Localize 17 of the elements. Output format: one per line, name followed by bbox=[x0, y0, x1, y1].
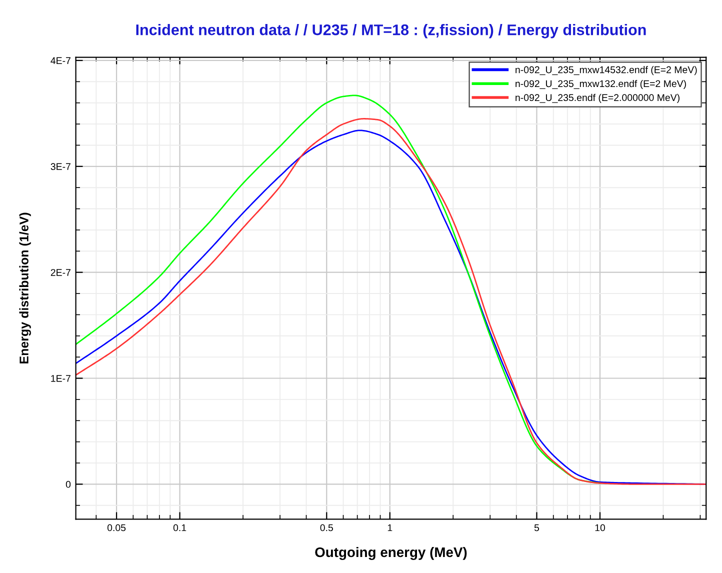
x-tick-label: 10 bbox=[595, 524, 606, 532]
y-axis-title: Energy distribution (1/eV) bbox=[19, 212, 31, 364]
x-axis-title: Outgoing energy (MeV) bbox=[315, 546, 467, 560]
y-tick-label: 0 bbox=[66, 480, 71, 488]
legend-label: n-092_U_235.endf (E=2.000000 MeV) bbox=[516, 94, 680, 103]
y-tick-label: 2E-7 bbox=[50, 269, 70, 276]
x-tick-label: 0.05 bbox=[107, 524, 126, 532]
legend-label: n-092_U_235_mxw132.endf (E=2 MeV) bbox=[516, 80, 686, 90]
chart-title: Incident neutron data / / U235 / MT=18 : (z,fission) / Energy distribution bbox=[136, 24, 646, 38]
x-tick-label: 5 bbox=[534, 524, 540, 532]
y-tick-label: 3E-7 bbox=[50, 163, 70, 170]
x-tick-label: 1 bbox=[388, 524, 392, 532]
x-tick-label: 0.5 bbox=[320, 524, 333, 532]
y-tick-label: 4E-7 bbox=[50, 57, 70, 64]
legend-label: n-092_U_235_mxw14532.endf (E=2 MeV) bbox=[516, 66, 697, 76]
x-tick-label: 0.1 bbox=[173, 524, 186, 532]
y-tick-label: 1E-7 bbox=[51, 375, 70, 382]
